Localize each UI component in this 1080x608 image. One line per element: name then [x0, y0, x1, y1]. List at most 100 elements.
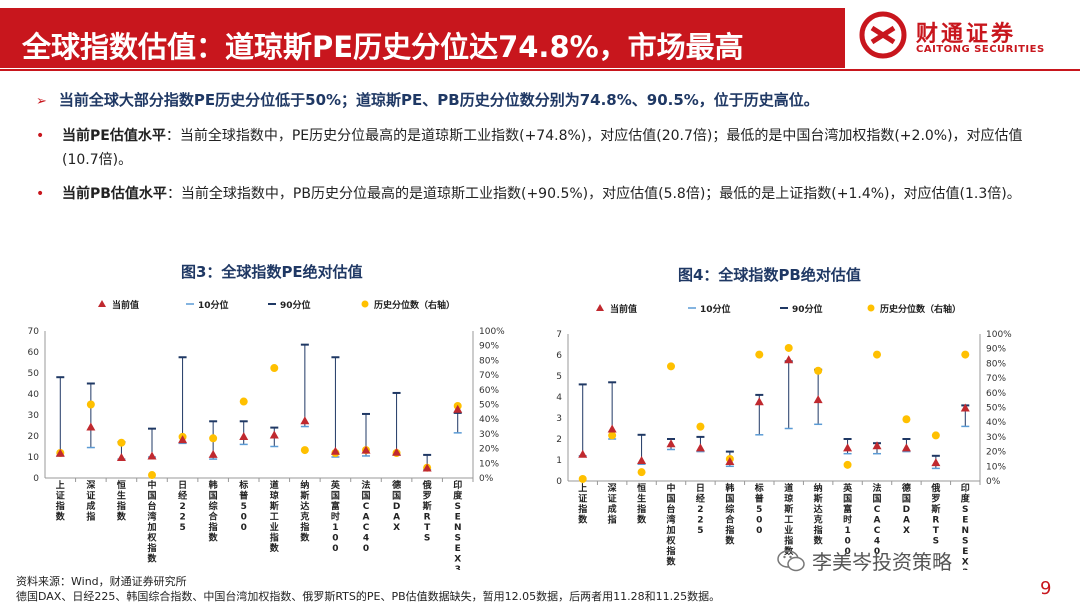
summary-text: 当前全球大部分指数PE历史分位低于50%；道琼斯PE、PB历史分位数分别为74.… [58, 91, 819, 109]
pe-legend-current-marker [98, 300, 106, 307]
pe-y-tick-label: 0 [33, 474, 39, 484]
pb-y-tick-label: 3 [556, 414, 562, 424]
pe-current-point [330, 446, 340, 455]
logo-chinese-name: 财通证券 [916, 22, 1017, 47]
bullet-pe: • 当前PE估值水平：当前全球指数中，PE历史分位最高的是道琼斯工业指数(+74… [36, 124, 1046, 172]
figure-4-title: 图4：全球指数PB绝对估值 [678, 266, 861, 284]
pe-legend-current-label: 当前值 [112, 299, 139, 311]
pe-y2-tick-label: 50% [479, 401, 499, 411]
pe-legend-pct-label: 历史分位数（右轴） [374, 299, 455, 311]
footer-notes: 资料来源：Wind，财通证券研究所 德国DAX、日经225、韩国综合指数、中国台… [16, 574, 720, 604]
pb-category-label: 恒生指数 [637, 482, 647, 526]
pb-legend-p90-label: 90分位 [792, 303, 823, 315]
pe-y2-tick-label: 90% [479, 342, 499, 352]
pe-valuation-chart: 当前值 10分位 90分位 历史分位数（右轴） 0 10 20 30 40 50 60 70 0% 10%… [28, 299, 506, 570]
bullet-pe-label: 当前PE估值水平 [62, 128, 166, 144]
bullet-pb: • 当前PB估值水平：当前全球指数中，PB历史分位最高的是道琼斯工业指数(+90… [36, 182, 1046, 206]
logo-english-name: CAITONG SECURITIES [916, 44, 1045, 55]
pb-percentile-point [637, 468, 646, 477]
pe-current-point [239, 432, 249, 440]
pb-percentile-point [608, 431, 617, 440]
pe-y2-tick-label: 10% [479, 459, 499, 469]
pe-legend-p10-label: 10分位 [198, 299, 229, 311]
pb-y-tick-label: 1 [556, 456, 562, 466]
pb-y2-tick-label: 30% [986, 433, 1006, 443]
pb-y-tick-label: 7 [556, 330, 562, 340]
pb-current-point [901, 443, 911, 452]
pb-y2-tick-label: 90% [986, 345, 1006, 355]
pb-y2-tick-label: 60% [986, 389, 1006, 399]
pe-category-label: 德国 D A X [392, 479, 401, 533]
pe-current-point [86, 422, 96, 431]
pb-y-tick-label: 2 [556, 435, 562, 445]
pb-category-label: 道琼斯工业指数 [784, 482, 794, 557]
pe-y2-tick-label: 60% [479, 386, 499, 396]
pb-percentile-point [755, 350, 764, 359]
pb-y2-tick-label: 100% [986, 330, 1012, 340]
bullet-pb-text: ：当前全球指数中，PB历史分位最高的是道琼斯工业指数(+90.5%)，对应估值(… [166, 186, 1021, 202]
pb-y2-tick-label: 50% [986, 404, 1006, 414]
data-note: 德国DAX、日经225、韩国综合指数、中国台湾加权指数、俄罗斯RTS的PE、PB… [16, 590, 721, 603]
pb-current-point [872, 441, 882, 450]
pe-current-point [300, 416, 310, 425]
pe-current-point [269, 430, 279, 439]
title-bar: 全球指数估值：道琼斯PE历史分位达74.8%，市场最高 [0, 8, 845, 68]
pe-percentile-point [148, 471, 156, 480]
page-title: 全球指数估值：道琼斯PE历史分位达74.8%，市场最高 [22, 30, 744, 64]
summary-line: ➢ 当前全球大部分指数PE历史分位低于50%；道琼斯PE、PB历史分位数分别为74… [36, 89, 819, 110]
pb-category-label: 日经 2 2 5 [696, 483, 705, 536]
pe-y2-tick-label: 20% [479, 445, 499, 455]
pb-y-tick-label: 0 [556, 477, 562, 487]
pe-percentile-point [86, 400, 95, 409]
pe-y-tick-label: 20 [28, 432, 40, 442]
pe-category-label: 深证成指 [86, 479, 95, 523]
pb-percentile-point [902, 415, 911, 424]
pb-category-label: 法国 C A C 4 0 [872, 482, 881, 557]
figure-3-title: 图3：全球指数PE绝对估值 [181, 263, 363, 281]
pe-category-label: 中国台湾加权指数 [146, 479, 157, 565]
watermark-text: 李美岑投资策略 [812, 550, 952, 574]
pb-percentile-point [667, 362, 675, 371]
pb-y2-tick-label: 20% [986, 448, 1006, 458]
source-note: 资料来源：Wind，财通证券研究所 [16, 575, 187, 588]
pe-y2-tick-label: 100% [479, 327, 505, 337]
arrow-bullet-icon: ➢ [36, 94, 47, 109]
pe-y2-tick-label: 70% [479, 371, 499, 381]
pe-percentile-point [209, 434, 218, 443]
pe-current-point [147, 451, 157, 460]
bullet-pb-label: 当前PB估值水平 [62, 186, 167, 202]
page-number: 9 [1040, 578, 1052, 599]
pb-category-label: 深证成指 [608, 482, 617, 526]
header: 全球指数估值：道琼斯PE历史分位达74.8%，市场最高 财通证券 CAITONG… [0, 0, 1080, 72]
pe-current-point [392, 447, 402, 456]
pe-y-tick-label: 70 [28, 327, 40, 337]
pb-category-label: 纳斯达克指数 [814, 482, 824, 547]
pb-category-label: 韩国综合指数 [725, 482, 735, 547]
pe-category-label: 日经 2 2 5 [178, 480, 187, 533]
pb-category-label: 俄罗斯 R T S [930, 482, 940, 547]
pe-category-label: 俄罗斯 R T S [422, 479, 432, 544]
pe-current-point [116, 453, 126, 461]
pb-legend-pct-marker [867, 304, 875, 312]
pb-percentile-point [843, 460, 852, 469]
pe-y-tick-label: 30 [28, 411, 40, 421]
pb-category-label: 印度SENSEX30 [961, 482, 971, 570]
pe-percentile-point [239, 397, 248, 406]
pb-category-label: 上证指数 [578, 482, 588, 526]
pb-y2-tick-label: 0% [986, 477, 1001, 487]
pe-category-label: 道琼斯工业指数 [270, 479, 280, 554]
pb-current-point [784, 355, 794, 364]
pb-category-label: 中国台湾加权指数 [665, 482, 676, 568]
pe-legend-p90-label: 90分位 [280, 299, 311, 311]
pb-legend-current-marker [596, 304, 604, 311]
header-divider [0, 69, 1080, 71]
pb-y-tick-label: 4 [556, 393, 562, 403]
pb-y-tick-label: 5 [556, 372, 562, 382]
pe-current-point [55, 448, 65, 457]
pe-category-label: 印度SENSEX30 [453, 479, 463, 570]
pb-percentile-point [961, 350, 970, 359]
pe-category-label: 标普 5 0 0 [238, 479, 248, 533]
pb-current-point [695, 443, 705, 452]
pe-category-label: 纳斯达克指数 [300, 479, 310, 544]
pb-y2-tick-label: 70% [986, 374, 1006, 384]
